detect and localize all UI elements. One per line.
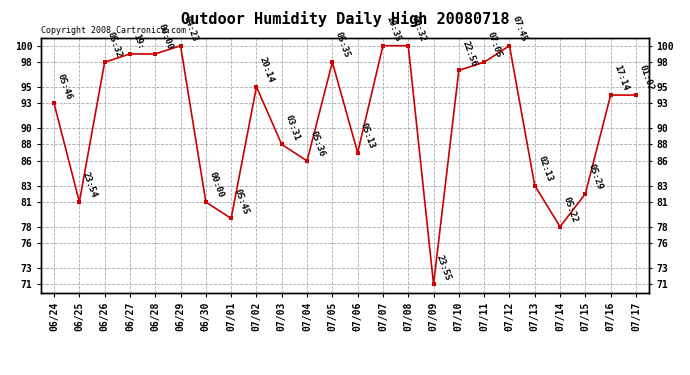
Text: 23:54: 23:54 xyxy=(81,171,99,199)
Point xyxy=(453,68,464,74)
Point xyxy=(302,158,313,164)
Point xyxy=(479,59,490,65)
Text: 10:35: 10:35 xyxy=(384,15,402,43)
Text: 19:: 19: xyxy=(131,33,146,51)
Text: 05:46: 05:46 xyxy=(55,72,73,100)
Point xyxy=(150,51,161,57)
Text: 00:00: 00:00 xyxy=(157,23,175,51)
Text: 04:23: 04:23 xyxy=(182,15,199,43)
Point xyxy=(48,100,59,106)
Text: 05:35: 05:35 xyxy=(334,31,351,59)
Point xyxy=(200,199,211,205)
Text: 01:02: 01:02 xyxy=(638,64,655,92)
Text: 22:56: 22:56 xyxy=(460,39,478,68)
Point xyxy=(99,59,110,65)
Point xyxy=(74,199,85,205)
Text: 05:29: 05:29 xyxy=(586,163,604,191)
Text: 05:13: 05:13 xyxy=(359,122,377,150)
Text: 05:32: 05:32 xyxy=(106,31,124,59)
Point xyxy=(327,59,338,65)
Point xyxy=(251,84,262,90)
Text: 17:14: 17:14 xyxy=(612,64,630,92)
Point xyxy=(529,183,540,189)
Point xyxy=(580,191,591,197)
Text: 05:22: 05:22 xyxy=(562,196,579,224)
Text: 20:14: 20:14 xyxy=(258,56,275,84)
Text: Copyright 2008 Cartronics.com: Copyright 2008 Cartronics.com xyxy=(41,26,186,35)
Point xyxy=(276,141,287,147)
Text: Outdoor Humidity Daily High 20080718: Outdoor Humidity Daily High 20080718 xyxy=(181,11,509,27)
Point xyxy=(504,43,515,49)
Point xyxy=(555,224,566,230)
Point xyxy=(605,92,616,98)
Text: 00:32: 00:32 xyxy=(410,15,427,43)
Text: 07:45: 07:45 xyxy=(511,15,529,43)
Point xyxy=(403,43,414,49)
Text: 05:36: 05:36 xyxy=(308,130,326,158)
Point xyxy=(175,43,186,49)
Point xyxy=(352,150,363,156)
Text: 23:55: 23:55 xyxy=(435,253,453,282)
Point xyxy=(428,281,439,287)
Text: 02:13: 02:13 xyxy=(536,154,554,183)
Text: 07:05: 07:05 xyxy=(486,31,503,59)
Text: 03:31: 03:31 xyxy=(283,113,301,142)
Point xyxy=(377,43,388,49)
Point xyxy=(124,51,135,57)
Point xyxy=(226,216,237,222)
Text: 05:45: 05:45 xyxy=(233,188,250,216)
Text: 00:00: 00:00 xyxy=(207,171,225,199)
Point xyxy=(631,92,642,98)
